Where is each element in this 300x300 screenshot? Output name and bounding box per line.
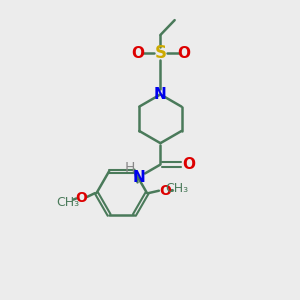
Text: CH₃: CH₃	[165, 182, 188, 195]
Text: O: O	[131, 46, 144, 61]
Text: O: O	[177, 46, 190, 61]
Text: H: H	[124, 161, 135, 175]
Text: N: N	[154, 87, 167, 102]
Text: S: S	[154, 44, 166, 62]
Text: N: N	[133, 169, 146, 184]
Text: CH₃: CH₃	[56, 196, 80, 208]
Text: O: O	[159, 184, 171, 198]
Text: O: O	[182, 157, 195, 172]
Text: O: O	[75, 191, 87, 206]
